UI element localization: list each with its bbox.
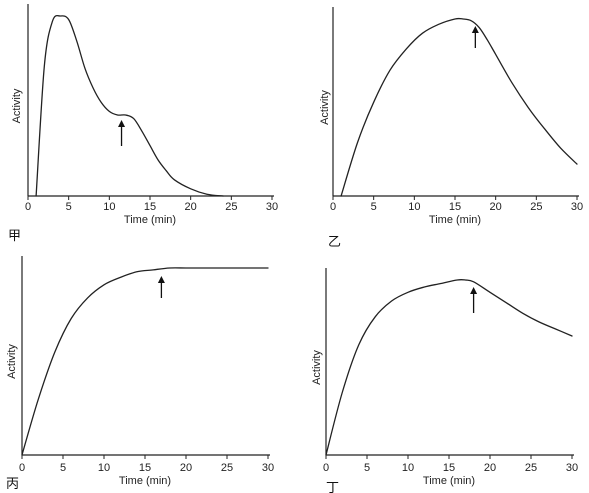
panel-label: 乙: [328, 235, 341, 250]
x-tick-label: 20: [490, 201, 502, 213]
x-tick-label: 5: [364, 462, 370, 474]
x-tick-label: 15: [443, 462, 455, 474]
x-tick-label: 5: [66, 201, 72, 213]
x-tick-label: 0: [330, 201, 336, 213]
series-line-1: [21, 267, 269, 456]
x-tick-label: 25: [221, 462, 233, 474]
x-tick-label: 30: [266, 201, 278, 213]
x-tick-label: 30: [262, 462, 274, 474]
arrow-marker: [157, 276, 165, 298]
arrow-marker: [118, 120, 126, 146]
x-tick-label: 5: [371, 201, 377, 213]
x-axis-label: Time (min): [119, 475, 171, 487]
x-tick-label: 30: [571, 201, 583, 213]
x-tick-label: 10: [408, 201, 420, 213]
x-tick-label: 25: [530, 201, 542, 213]
x-tick-label: 25: [525, 462, 537, 474]
x-tick-label: 15: [139, 462, 151, 474]
x-tick-label: 10: [402, 462, 414, 474]
chart-panel-3: 0 5 10 15 20 25 30 Time (min) Activity 丙: [6, 256, 274, 492]
chart-panel-2: 0 5 10 15 20 25 30 Time (min) Activity 乙: [319, 7, 583, 250]
x-tick-label: 10: [103, 201, 115, 213]
x-axis-label: Time (min): [423, 475, 475, 487]
x-axis-label: Time (min): [429, 214, 481, 226]
panel-label: 丙: [6, 477, 19, 492]
panel-label: 丁: [326, 481, 339, 493]
x-tick-label: 15: [144, 201, 156, 213]
panel-label: 甲: [8, 229, 21, 244]
x-tick-label: 15: [449, 201, 461, 213]
x-tick-label: 30: [566, 462, 578, 474]
arrow-marker: [470, 287, 478, 313]
x-tick-label: 20: [484, 462, 496, 474]
chart-panel-1: 0 5 10 15 20 25 30 Time (min) Activity 甲: [8, 4, 278, 244]
x-tick-label: 0: [19, 462, 25, 474]
series-line-1: [325, 279, 573, 456]
chart-panel-4: 0 5 10 15 20 25 30 Time (min) Activity 丁: [311, 268, 578, 493]
x-tick-label: 0: [323, 462, 329, 474]
x-tick-label: 20: [185, 201, 197, 213]
series-line-1: [35, 14, 224, 197]
x-tick-label: 10: [98, 462, 110, 474]
y-axis-label: Activity: [311, 350, 323, 385]
y-axis-label: Activity: [11, 88, 23, 123]
y-axis-label: Activity: [6, 344, 18, 379]
y-axis-label: Activity: [319, 90, 331, 125]
series-line-1: [340, 17, 578, 197]
arrow-marker: [471, 26, 479, 48]
x-tick-label: 25: [225, 201, 237, 213]
x-axis-label: Time (min): [124, 214, 176, 226]
x-tick-label: 0: [25, 201, 31, 213]
x-tick-label: 20: [180, 462, 192, 474]
x-tick-label: 5: [60, 462, 66, 474]
